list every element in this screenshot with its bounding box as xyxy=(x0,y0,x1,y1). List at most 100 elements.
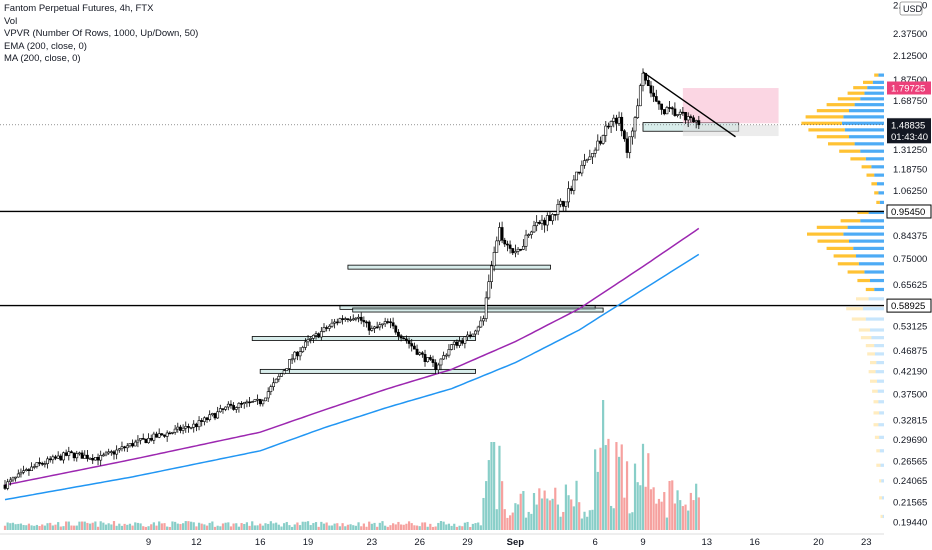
volume-bar xyxy=(586,516,589,530)
candle-body xyxy=(165,432,169,437)
volume-bar xyxy=(235,523,238,530)
volume-bar xyxy=(442,521,445,530)
drawings-layer xyxy=(642,71,736,138)
volume-bar xyxy=(538,488,541,530)
candle-body xyxy=(70,451,73,454)
volume-bar xyxy=(3,525,7,530)
candle-body xyxy=(264,397,267,402)
volume-bar xyxy=(341,523,344,530)
volume-bar xyxy=(583,511,586,530)
volume-bar xyxy=(83,521,86,530)
volume-bar xyxy=(692,500,695,530)
y-tick-label: 0.19440 xyxy=(893,518,927,529)
candle-body xyxy=(24,469,28,471)
horizontal-lines-layer xyxy=(0,124,884,307)
vpvr-bar-up xyxy=(881,479,884,483)
vpvr-bar-down xyxy=(861,165,872,169)
volume-bar xyxy=(578,502,581,530)
candle-body xyxy=(19,471,23,475)
vpvr-bar-up xyxy=(870,328,884,332)
volume-bar xyxy=(237,526,241,530)
volume-bar xyxy=(365,526,368,530)
vpvr-bar-down xyxy=(807,232,844,236)
time-axis[interactable]: 9 12 16 19 23 26 29 Sep 6 9 13 16 20 23 xyxy=(0,533,932,550)
candle-body xyxy=(415,348,419,355)
price-axis[interactable]: 0.19440 0.21565 0.24065 0.26565 0.29690 0.328… xyxy=(884,0,932,550)
candle-body xyxy=(30,466,33,471)
candle-body xyxy=(282,370,286,374)
vpvr-bar-down xyxy=(850,157,866,161)
vpvr-bar-down xyxy=(865,344,875,348)
volume-bar xyxy=(604,445,607,530)
vpvr-bar-down xyxy=(860,336,872,340)
candle-body xyxy=(277,376,281,380)
vpvr-bar-up xyxy=(860,97,884,101)
candle-body xyxy=(535,221,539,227)
volume-bar xyxy=(450,525,453,530)
candle-body xyxy=(107,451,111,454)
volume-bar xyxy=(612,508,615,530)
volume-bar xyxy=(657,498,661,530)
volume-bar xyxy=(570,499,573,530)
vpvr-bar-down xyxy=(872,389,878,393)
x-tick-label: 6 xyxy=(593,537,598,548)
volume-bar xyxy=(110,524,113,530)
vpvr-bar-down xyxy=(867,352,875,356)
candle-body xyxy=(405,338,408,342)
volume-bar xyxy=(174,521,177,530)
vpvr-bar-up xyxy=(877,379,884,383)
volume-bar xyxy=(514,503,517,530)
x-tick-label: 9 xyxy=(146,537,151,548)
candle-body xyxy=(373,326,376,329)
countdown-text: 01:43:40 xyxy=(891,132,928,143)
candle-body xyxy=(577,171,581,174)
candle-body xyxy=(474,330,477,335)
price-label-box xyxy=(887,81,931,95)
vpvr-bar-down xyxy=(873,423,879,427)
candle-body xyxy=(43,463,47,465)
candle-body xyxy=(218,408,222,413)
candle-body xyxy=(314,333,318,336)
volume-bar xyxy=(22,524,25,530)
vpvr-bar-up xyxy=(856,254,884,258)
candle-body xyxy=(357,316,360,319)
volume-bar xyxy=(434,526,437,530)
volume-bar xyxy=(527,511,530,530)
volume-bar xyxy=(142,526,145,530)
candle-body xyxy=(662,109,666,115)
volume-bar xyxy=(548,500,552,530)
candle-body xyxy=(381,323,384,326)
price-label-text: 1.79725 xyxy=(891,83,925,94)
volume-bar xyxy=(152,522,155,530)
candle-body xyxy=(575,171,578,181)
volume-bar xyxy=(572,506,575,530)
vpvr-bar-down xyxy=(876,200,880,204)
candle-body xyxy=(311,334,315,339)
vpvr-bar-up xyxy=(858,262,884,266)
volume-bar xyxy=(368,521,371,530)
candle-body xyxy=(678,111,682,115)
vpvr-bar-down xyxy=(880,514,883,519)
candle-body xyxy=(168,432,172,435)
candle-body xyxy=(141,438,145,440)
volume-bar xyxy=(591,509,594,530)
candle-body xyxy=(16,473,20,478)
candle-body xyxy=(431,359,435,363)
volume-bar xyxy=(429,523,432,530)
volume-bar xyxy=(437,522,440,530)
candle-body xyxy=(572,179,576,191)
y-tick-label: 0.84375 xyxy=(893,231,927,242)
candle-body xyxy=(423,354,427,362)
candle-body xyxy=(638,85,642,107)
vpvr-bar-down xyxy=(805,115,844,119)
volume-bar xyxy=(466,521,469,530)
candle-body xyxy=(654,96,658,102)
candle-body xyxy=(319,331,323,338)
candle-body xyxy=(187,426,190,428)
candle-body xyxy=(694,120,698,123)
vpvr-bar-down xyxy=(817,239,849,243)
vpvr-bar-up xyxy=(860,149,884,153)
candle-body xyxy=(660,103,664,110)
candle-body xyxy=(585,159,589,161)
